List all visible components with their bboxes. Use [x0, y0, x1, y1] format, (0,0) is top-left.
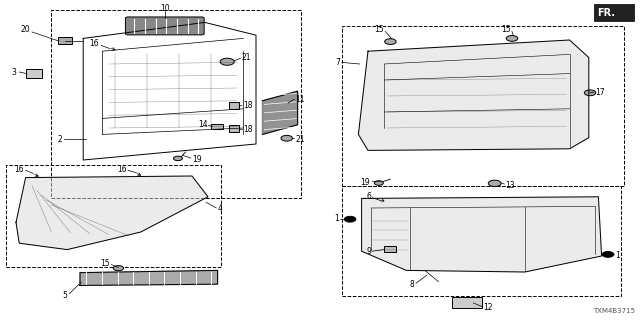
- Text: 9: 9: [366, 247, 371, 256]
- Bar: [342, 186, 621, 296]
- Circle shape: [488, 180, 501, 187]
- Polygon shape: [362, 197, 602, 272]
- Text: 21: 21: [296, 135, 305, 144]
- Text: 19: 19: [192, 155, 202, 164]
- Circle shape: [584, 90, 596, 96]
- Text: 16: 16: [117, 165, 127, 174]
- Text: 15: 15: [501, 25, 511, 34]
- Circle shape: [220, 58, 234, 65]
- Bar: [26, 69, 42, 78]
- Text: 15: 15: [374, 25, 384, 34]
- Text: 19: 19: [360, 178, 370, 187]
- Circle shape: [344, 216, 356, 222]
- Polygon shape: [80, 270, 218, 285]
- Polygon shape: [262, 91, 298, 134]
- Text: 1: 1: [616, 251, 620, 260]
- Text: TXM4B3715: TXM4B3715: [593, 308, 635, 314]
- Bar: [229, 125, 239, 132]
- Bar: [6, 165, 221, 267]
- Circle shape: [173, 156, 182, 161]
- FancyBboxPatch shape: [594, 4, 634, 21]
- Text: FR.: FR.: [597, 8, 615, 19]
- Text: 21: 21: [242, 53, 252, 62]
- Bar: [58, 37, 72, 44]
- Text: 15: 15: [100, 259, 110, 268]
- Text: 16: 16: [90, 39, 99, 48]
- Text: 5: 5: [62, 291, 67, 300]
- Text: 7: 7: [335, 58, 340, 67]
- Bar: [342, 26, 624, 186]
- FancyBboxPatch shape: [125, 17, 204, 35]
- Bar: [211, 124, 223, 129]
- Text: 8: 8: [410, 280, 415, 289]
- Text: 12: 12: [483, 303, 493, 312]
- Text: 6: 6: [366, 192, 371, 201]
- Text: 14: 14: [198, 120, 208, 129]
- Text: 20: 20: [20, 25, 30, 34]
- Text: 4: 4: [218, 204, 223, 213]
- FancyBboxPatch shape: [452, 297, 482, 308]
- Polygon shape: [358, 40, 589, 150]
- Bar: [229, 102, 239, 109]
- Bar: [384, 246, 396, 252]
- Circle shape: [385, 39, 396, 44]
- Text: 11: 11: [296, 95, 305, 104]
- Circle shape: [113, 266, 124, 271]
- Bar: [51, 10, 301, 198]
- Text: 18: 18: [243, 101, 253, 110]
- Text: 3: 3: [11, 68, 16, 76]
- Polygon shape: [16, 176, 208, 250]
- Text: 18: 18: [243, 125, 253, 134]
- Text: 16: 16: [15, 165, 24, 174]
- Text: 2: 2: [58, 135, 63, 144]
- Text: 17: 17: [595, 88, 605, 97]
- Circle shape: [602, 252, 614, 257]
- Text: 10: 10: [160, 4, 170, 13]
- Text: 1: 1: [335, 214, 339, 223]
- Circle shape: [506, 36, 518, 41]
- Circle shape: [281, 135, 292, 141]
- Circle shape: [374, 181, 383, 185]
- Text: 13: 13: [506, 181, 515, 190]
